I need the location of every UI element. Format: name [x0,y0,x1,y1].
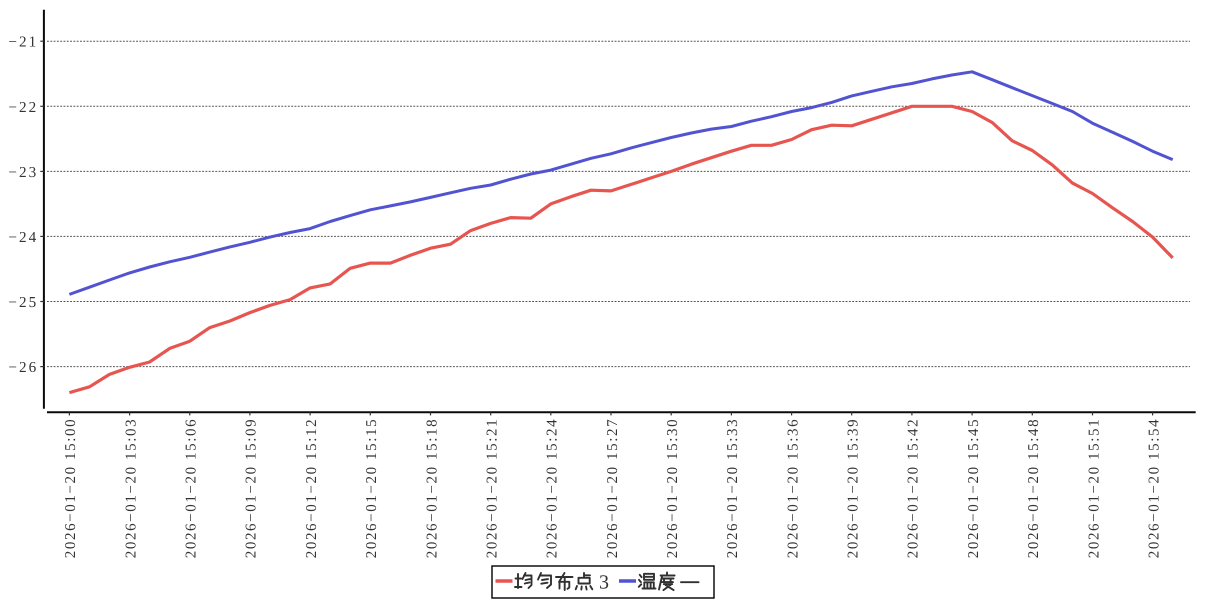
svg-text:2026−01−20 15:06: 2026−01−20 15:06 [184,418,200,558]
svg-text:2026−01−20 15:15: 2026−01−20 15:15 [364,418,380,558]
svg-text:−25: −25 [8,294,38,311]
svg-text:3: 3 [599,572,609,594]
svg-text:2026−01−20 15:33: 2026−01−20 15:33 [725,418,741,558]
svg-text:2026−01−20 15:27: 2026−01−20 15:27 [605,418,621,558]
svg-text:2026−01−20 15:48: 2026−01−20 15:48 [1026,418,1042,558]
svg-text:2026−01−20 15:09: 2026−01−20 15:09 [244,418,260,558]
svg-text:2026−01−20 15:42: 2026−01−20 15:42 [906,418,922,558]
svg-text:2026−01−20 15:51: 2026−01−20 15:51 [1086,418,1102,558]
svg-text:2026−01−20 15:45: 2026−01−20 15:45 [966,418,982,558]
svg-text:2026−01−20 15:12: 2026−01−20 15:12 [304,418,320,558]
svg-text:2026−01−20 15:24: 2026−01−20 15:24 [545,418,561,558]
svg-text:−24: −24 [8,229,38,246]
svg-text:2026−01−20 15:39: 2026−01−20 15:39 [846,418,862,558]
svg-text:2026−01−20 15:21: 2026−01−20 15:21 [485,418,501,558]
svg-text:2026−01−20 15:36: 2026−01−20 15:36 [785,418,801,558]
svg-text:2026−01−20 15:00: 2026−01−20 15:00 [63,418,79,558]
svg-text:2026−01−20 15:54: 2026−01−20 15:54 [1146,418,1162,558]
svg-text:2026−01−20 15:30: 2026−01−20 15:30 [665,418,681,558]
svg-text:−23: −23 [8,164,38,181]
svg-text:−21: −21 [8,34,38,51]
svg-text:−26: −26 [8,359,38,376]
svg-text:2026−01−20 15:18: 2026−01−20 15:18 [424,418,440,558]
svg-text:−22: −22 [8,99,38,116]
svg-text:2026−01−20 15:03: 2026−01−20 15:03 [123,418,139,558]
